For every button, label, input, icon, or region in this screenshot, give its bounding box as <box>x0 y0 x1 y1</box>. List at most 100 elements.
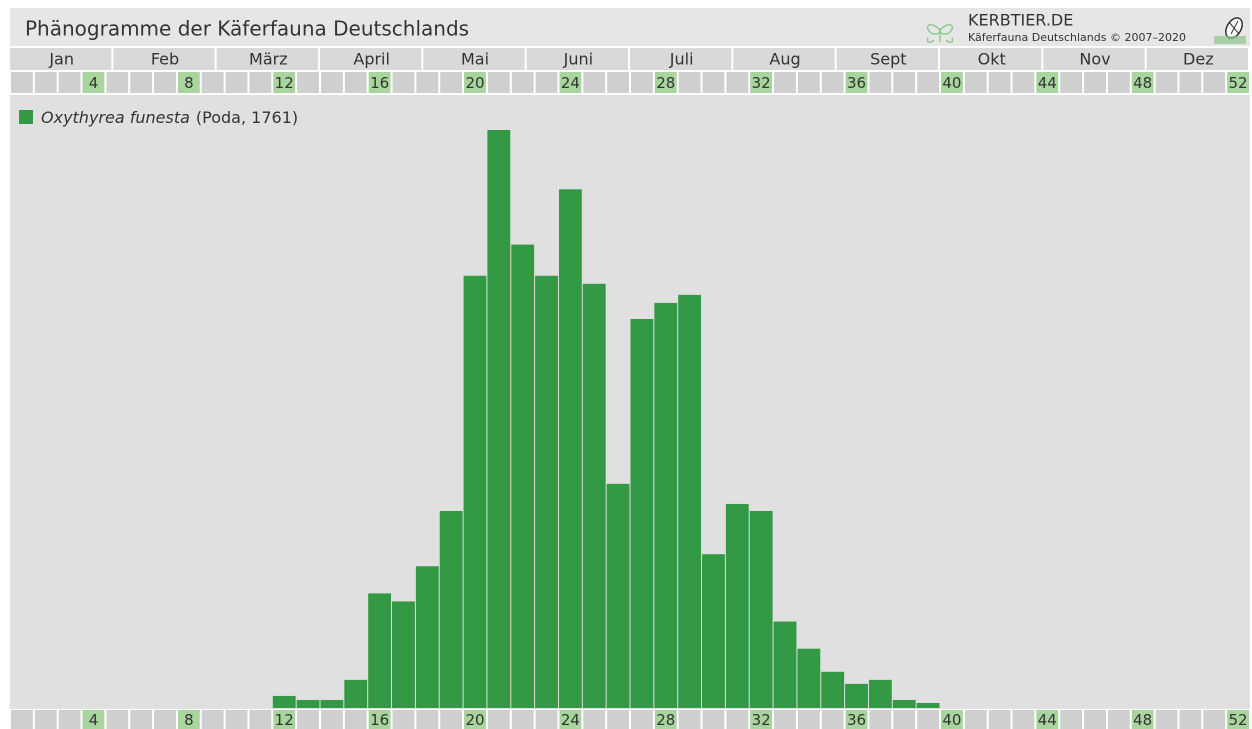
week-cell <box>726 72 748 93</box>
week-label: 28 <box>656 74 675 92</box>
week-cell <box>536 710 558 729</box>
week-cell <box>297 710 319 729</box>
week-label: 36 <box>847 74 866 92</box>
week-cell <box>321 72 343 93</box>
week-cell <box>1013 710 1035 729</box>
week-cell <box>59 710 81 729</box>
week-label: 44 <box>1038 711 1057 729</box>
week-label: 48 <box>1133 711 1152 729</box>
week-cell <box>583 710 605 729</box>
bar <box>702 554 725 708</box>
site-name: KERBTIER.DE <box>968 11 1073 30</box>
week-cell <box>488 72 510 93</box>
week-cell <box>11 710 33 729</box>
week-cell <box>917 710 939 729</box>
week-cell <box>416 710 438 729</box>
bar <box>917 703 940 708</box>
week-cell <box>345 710 367 729</box>
week-label: 16 <box>370 74 389 92</box>
week-cell <box>965 72 987 93</box>
month-label: Feb <box>151 50 179 69</box>
week-cell <box>893 72 915 93</box>
week-label: 12 <box>275 74 294 92</box>
bar <box>321 700 344 708</box>
week-cell <box>822 72 844 93</box>
bar <box>845 684 868 708</box>
bar <box>440 511 463 708</box>
bar <box>750 511 773 708</box>
week-cell <box>393 710 415 729</box>
month-label: März <box>249 50 288 69</box>
week-cell <box>869 710 891 729</box>
week-cell <box>631 72 653 93</box>
week-cell <box>106 710 128 729</box>
week-label: 28 <box>656 711 675 729</box>
week-label: 20 <box>465 74 484 92</box>
week-cell <box>345 72 367 93</box>
bar <box>893 700 916 708</box>
week-label: 4 <box>89 74 99 92</box>
week-label: 32 <box>752 711 771 729</box>
week-cell <box>130 72 152 93</box>
legend-author: (Poda, 1761) <box>196 108 298 127</box>
week-cell <box>774 710 796 729</box>
week-cell <box>35 710 57 729</box>
bar <box>368 593 391 708</box>
week-cell <box>607 710 629 729</box>
legend-name: Oxythyrea funesta <box>41 108 190 127</box>
week-cell <box>1203 72 1225 93</box>
week-cell <box>512 710 534 729</box>
week-cell <box>202 72 224 93</box>
week-cell <box>1060 72 1082 93</box>
week-cell <box>631 710 653 729</box>
week-cell <box>607 72 629 93</box>
month-label: Aug <box>769 50 800 69</box>
week-cell <box>59 72 81 93</box>
week-label: 36 <box>847 711 866 729</box>
week-cell <box>321 710 343 729</box>
month-label: Jan <box>48 50 74 69</box>
bar <box>654 303 677 708</box>
week-label: 52 <box>1229 74 1248 92</box>
week-cell <box>989 710 1011 729</box>
week-cell <box>154 710 176 729</box>
week-cell <box>130 710 152 729</box>
bar <box>559 189 582 708</box>
week-cell <box>1108 710 1130 729</box>
bar <box>535 276 558 708</box>
week-cell <box>1013 72 1035 93</box>
week-cell <box>774 72 796 93</box>
week-cell <box>154 72 176 93</box>
bar <box>821 672 844 708</box>
week-label: 20 <box>465 711 484 729</box>
bar <box>678 295 701 708</box>
week-label: 52 <box>1229 711 1248 729</box>
week-cell <box>679 72 701 93</box>
bar <box>726 504 749 708</box>
bar <box>583 284 606 708</box>
week-cell <box>536 72 558 93</box>
week-label: 8 <box>184 711 194 729</box>
month-label: Nov <box>1079 50 1110 69</box>
week-cell <box>249 710 271 729</box>
week-cell <box>1156 710 1178 729</box>
week-cell <box>297 72 319 93</box>
week-cell <box>1084 72 1106 93</box>
week-label: 32 <box>752 74 771 92</box>
week-label: 40 <box>942 711 961 729</box>
week-cell <box>1156 72 1178 93</box>
week-cell <box>822 710 844 729</box>
bar <box>607 484 630 708</box>
week-cell <box>703 72 725 93</box>
bar <box>464 276 487 708</box>
week-cell <box>1179 72 1201 93</box>
week-cell <box>393 72 415 93</box>
bar <box>297 700 320 708</box>
month-label: Juni <box>563 50 593 69</box>
week-cell <box>989 72 1011 93</box>
month-label: Mai <box>461 50 489 69</box>
bar <box>869 680 892 708</box>
week-cell <box>440 72 462 93</box>
week-cell <box>488 710 510 729</box>
week-cell <box>869 72 891 93</box>
